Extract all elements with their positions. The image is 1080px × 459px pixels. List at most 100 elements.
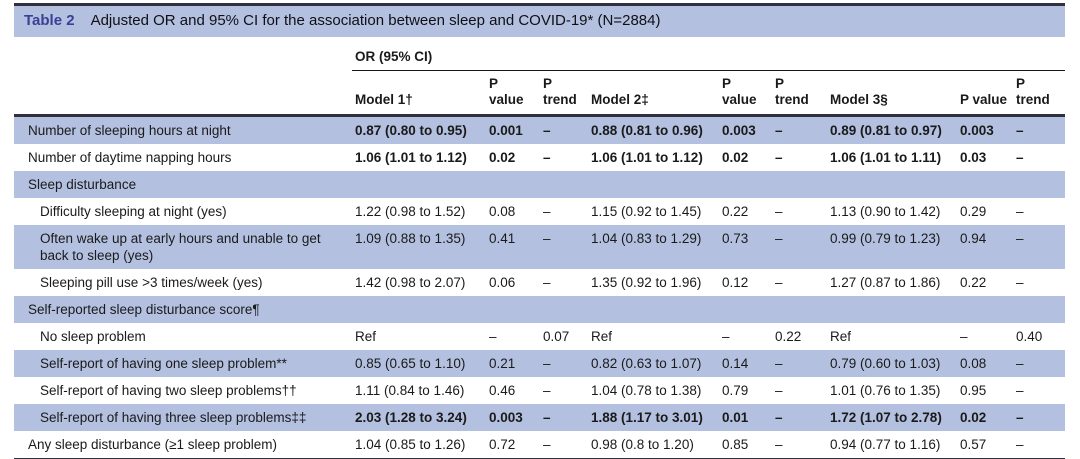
- cell: [957, 171, 1013, 198]
- cell: 0.14: [719, 350, 772, 377]
- row-label: Often wake up at early hours and unable …: [14, 225, 352, 269]
- group-header-row: OR (95% CI): [14, 47, 1066, 71]
- cell: 0.73: [719, 225, 772, 269]
- row-label: Sleep disturbance: [14, 171, 352, 198]
- cell: –: [1013, 350, 1066, 377]
- cell: –: [1016, 150, 1024, 165]
- cell: 0.001: [486, 115, 540, 144]
- cell: –: [540, 350, 588, 377]
- cell: –: [540, 115, 588, 144]
- table-row: Number of sleeping hours at night 0.87 (0…: [14, 115, 1066, 144]
- cell: [588, 296, 719, 323]
- row-label: Sleeping pill use >3 times/week (yes): [40, 275, 263, 290]
- cell: 1.88 (1.17 to 3.01): [588, 404, 719, 431]
- cell: 1.04 (0.83 to 1.29): [588, 225, 719, 269]
- cell: 0.29: [960, 204, 987, 219]
- cell: 0.40: [1016, 329, 1043, 344]
- cell: –: [1016, 204, 1024, 219]
- cell: Ref: [591, 329, 613, 344]
- cell: –: [960, 329, 968, 344]
- cell: 0.99 (0.79 to 1.23): [827, 225, 957, 269]
- cell: 0.41: [486, 225, 540, 269]
- cell: –: [1016, 275, 1024, 290]
- cell: 0.02: [957, 404, 1013, 431]
- cell: 0.85 (0.65 to 1.10): [352, 350, 486, 377]
- row-label: Self-reported sleep disturbance score¶: [14, 296, 352, 323]
- cell: 0.87 (0.80 to 0.95): [352, 115, 486, 144]
- row-label: Difficulty sleeping at night (yes): [40, 204, 227, 219]
- cell: 1.06 (1.01 to 1.11): [830, 150, 942, 165]
- cell: 0.12: [722, 275, 749, 290]
- column-header-model-1: Model 1†: [352, 70, 486, 117]
- cell: 0.79 (0.60 to 1.03): [827, 350, 957, 377]
- cell: –: [775, 383, 783, 398]
- cell: 0.07: [543, 329, 570, 344]
- cell: [588, 171, 719, 198]
- cell: 1.27 (0.87 to 1.86): [830, 275, 941, 290]
- cell: 0.85: [719, 431, 772, 459]
- cell: 0.22: [775, 329, 802, 344]
- cell: 0.95: [960, 383, 987, 398]
- column-header-model-2: Model 2‡: [588, 70, 719, 117]
- cell: [719, 171, 772, 198]
- table-2-card: Table 2 Adjusted OR and 95% CI for the as…: [14, 3, 1066, 459]
- cell: Ref: [830, 329, 852, 344]
- table-row: Difficulty sleeping at night (yes) 1.22 (…: [14, 198, 1065, 225]
- cell: [772, 171, 827, 198]
- cell: [957, 296, 1013, 323]
- cell: 0.21: [486, 350, 540, 377]
- cell: –: [540, 431, 588, 459]
- cell: 1.04 (0.78 to 1.38): [591, 383, 702, 398]
- cell: 1.15 (0.92 to 1.45): [591, 204, 702, 219]
- cell: 0.01: [719, 404, 772, 431]
- table-title: Adjusted OR and 95% CI for the associati…: [90, 12, 661, 29]
- cell: –: [1013, 115, 1066, 144]
- cell: 0.03: [960, 150, 987, 165]
- section-row: Self-reported sleep disturbance score¶: [14, 296, 1066, 323]
- cell: 1.72 (1.07 to 2.78): [827, 404, 957, 431]
- cell: 0.003: [957, 115, 1013, 144]
- cell: –: [1013, 404, 1066, 431]
- cell: 1.06 (1.01 to 1.12): [355, 150, 467, 165]
- row-label: No sleep problem: [40, 329, 146, 344]
- cell: –: [775, 204, 783, 219]
- cell: –: [1016, 383, 1024, 398]
- cell: 1.06 (1.01 to 1.12): [591, 150, 703, 165]
- cell: [486, 171, 540, 198]
- cell: 1.13 (0.90 to 1.42): [830, 204, 941, 219]
- cell: 0.98 (0.8 to 1.20): [588, 431, 719, 459]
- cell: 0.22: [960, 275, 987, 290]
- table-row: Any sleep disturbance (≥1 sleep problem)…: [14, 431, 1066, 459]
- row-label: Self-report of having three sleep proble…: [14, 404, 352, 431]
- cell: 0.22: [722, 204, 749, 219]
- table-row: Self-report of having three sleep proble…: [14, 404, 1066, 431]
- cell: 0.89 (0.81 to 0.97): [827, 115, 957, 144]
- table-body: Number of sleeping hours at night 0.87 (0…: [14, 115, 1066, 459]
- row-label: Self-report of having one sleep problem*…: [14, 350, 352, 377]
- cell: 1.35 (0.92 to 1.96): [591, 275, 702, 290]
- cell: 0.003: [486, 404, 540, 431]
- table-number-label: Table 2: [24, 12, 75, 29]
- cell: [719, 296, 772, 323]
- empty-header-cell: [14, 70, 352, 117]
- cell: –: [540, 404, 588, 431]
- cell: [827, 171, 957, 198]
- empty-header-cell: [14, 47, 352, 71]
- cell: 0.02: [489, 150, 516, 165]
- cell: 0.88 (0.81 to 0.96): [588, 115, 719, 144]
- cell: 0.08: [957, 350, 1013, 377]
- cell: [540, 171, 588, 198]
- cell: –: [772, 350, 827, 377]
- cell: –: [1013, 431, 1066, 459]
- cell: [486, 296, 540, 323]
- table-row: Often wake up at early hours and unable …: [14, 225, 1066, 269]
- cell: [540, 296, 588, 323]
